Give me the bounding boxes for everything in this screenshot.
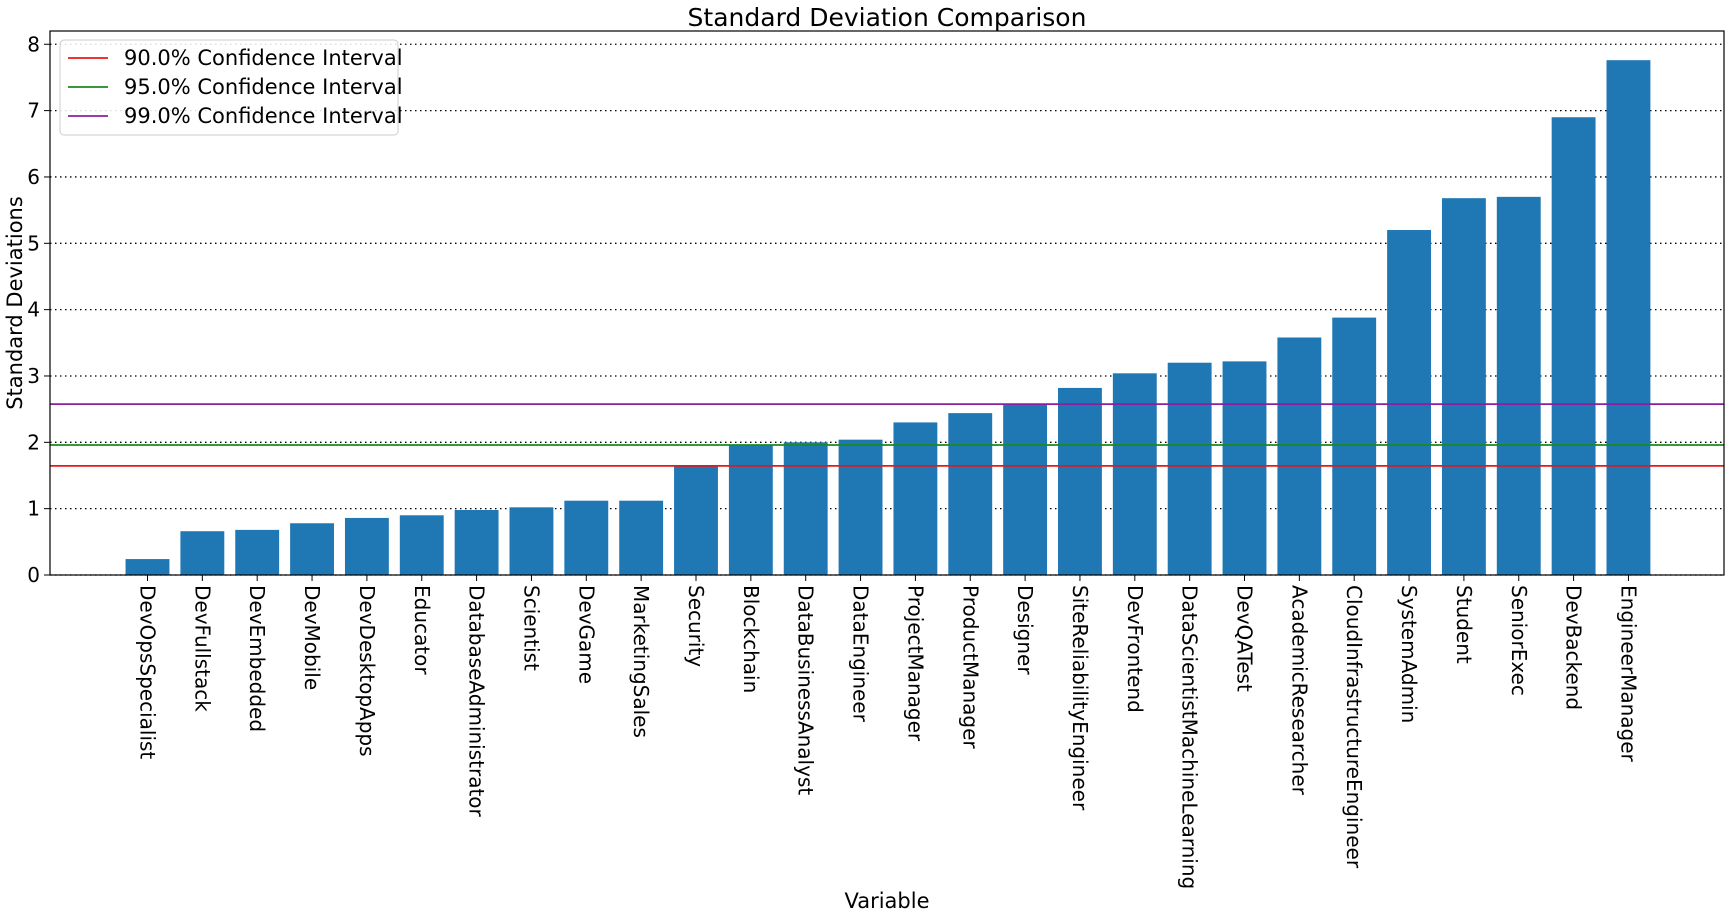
- x-tick-label: SiteReliabilityEngineer: [1068, 585, 1092, 811]
- y-tick-label: 4: [27, 298, 40, 322]
- x-tick-label: Blockchain: [739, 585, 763, 693]
- plot-frame: [49, 30, 1725, 576]
- y-tick-label: 1: [27, 497, 40, 521]
- y-tick-label: 8: [27, 32, 40, 56]
- bar: [509, 507, 554, 575]
- legend-label: 90.0% Confidence Interval: [124, 46, 403, 70]
- bar: [399, 515, 444, 575]
- bar: [180, 531, 225, 575]
- x-tick-label: DevDesktopApps: [355, 585, 379, 757]
- legend: 90.0% Confidence Interval 95.0% Confidenc…: [59, 39, 403, 136]
- x-tick-label: Student: [1452, 585, 1476, 664]
- x-tick-label: DevOpsSpecialist: [136, 585, 160, 759]
- legend-box: [59, 39, 399, 136]
- bar: [1606, 60, 1651, 575]
- x-tick-label: DataEngineer: [849, 585, 873, 723]
- x-tick-label: DevFullstack: [190, 585, 214, 712]
- bar: [1441, 198, 1486, 575]
- x-tick-label: DevFrontend: [1123, 585, 1147, 713]
- bar: [1167, 362, 1212, 575]
- x-tick-label: DataBusinessAnalyst: [794, 585, 818, 795]
- bar: [619, 500, 664, 575]
- x-tick-label: Security: [684, 585, 708, 667]
- bar: [1112, 373, 1157, 575]
- bar: [125, 559, 170, 575]
- bar: [838, 439, 883, 575]
- bar: [1496, 196, 1541, 576]
- bar: [1222, 361, 1267, 575]
- bar: [564, 500, 609, 575]
- bar: [783, 442, 828, 575]
- y-tick-label: 3: [27, 364, 40, 388]
- x-tick-label: Educator: [410, 585, 434, 675]
- x-tick-label: AcademicResearcher: [1287, 585, 1311, 796]
- bar: [290, 523, 334, 575]
- x-tick-label: DevGame: [574, 585, 598, 684]
- x-tick-label: SeniorExec: [1507, 585, 1531, 696]
- x-tick-label: EngineerManager: [1616, 585, 1640, 763]
- chart-title: Standard Deviation Comparison: [688, 3, 1087, 32]
- bar: [674, 466, 718, 575]
- legend-label: 95.0% Confidence Interval: [124, 75, 403, 99]
- y-tick-label: 5: [27, 231, 40, 255]
- x-tick-label: ProductManager: [958, 585, 982, 749]
- x-tick-label: MarketingSales: [629, 585, 653, 738]
- x-tick-label: ProjectManager: [903, 585, 927, 742]
- bars: [125, 60, 1651, 576]
- bar: [728, 444, 773, 575]
- x-tick-label: DatabaseAdministrator: [465, 585, 489, 818]
- bar: [454, 509, 499, 575]
- y-axis-title: Standard Deviations: [3, 196, 27, 410]
- bar: [1332, 317, 1377, 575]
- x-tick-label: DataScientistMachineLearning: [1178, 585, 1202, 889]
- x-axis-ticks: DevOpsSpecialist DevFullstack DevEmbedded D…: [136, 575, 1640, 889]
- y-tick-label: 7: [27, 99, 40, 123]
- x-tick-label: SystemAdmin: [1397, 585, 1421, 723]
- bar: [1058, 387, 1102, 575]
- x-tick-label: Designer: [1013, 585, 1037, 675]
- x-tick-label: DevBackend: [1562, 585, 1586, 710]
- bar: [1003, 403, 1048, 575]
- bar: [1551, 117, 1596, 576]
- y-tick-label: 6: [27, 165, 40, 189]
- x-tick-label: DevQATest: [1233, 585, 1257, 692]
- bar: [1277, 337, 1322, 575]
- x-tick-label: DevEmbedded: [245, 585, 269, 732]
- y-tick-label: 2: [27, 430, 40, 454]
- bar: [948, 413, 993, 575]
- bar: [1387, 230, 1431, 575]
- x-tick-label: DevMobile: [300, 585, 324, 690]
- x-tick-label: CloudInfrastructureEngineer: [1342, 585, 1366, 869]
- bar: [893, 422, 938, 575]
- bar: [344, 517, 389, 575]
- bar: [235, 529, 280, 575]
- legend-label: 99.0% Confidence Interval: [124, 104, 403, 128]
- y-tick-label: 0: [27, 563, 40, 587]
- y-axis-ticks: 0 1 2 3 4 5 6 7 8: [27, 32, 50, 587]
- reference-lines: [50, 403, 1724, 467]
- x-tick-label: Scientist: [519, 585, 543, 671]
- x-axis-title: Variable: [844, 889, 929, 913]
